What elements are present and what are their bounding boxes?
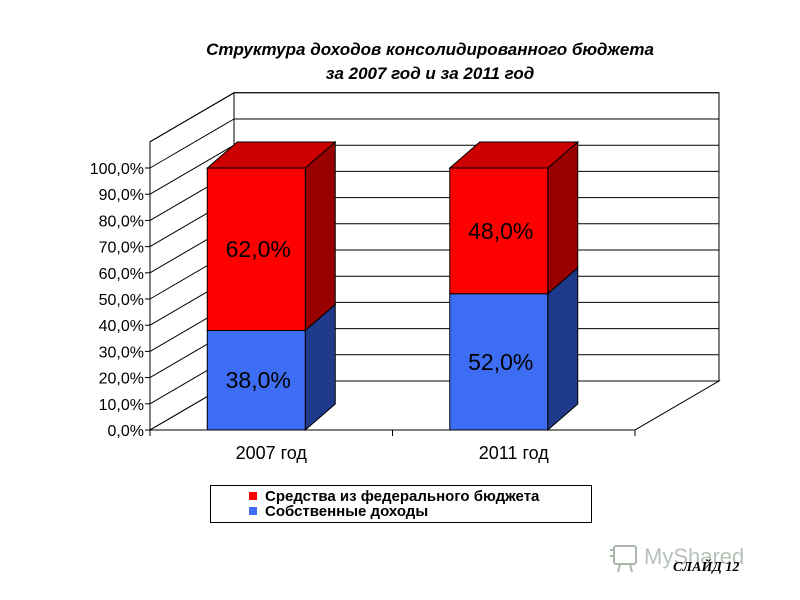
legend-label-own: Собственные доходы [265, 503, 429, 520]
legend-swatch-own [249, 507, 257, 515]
y-tick-label: 50,0% [99, 292, 144, 309]
y-tick-label: 0,0% [108, 423, 144, 440]
y-tick-label: 100,0% [90, 161, 144, 178]
y-tick-label: 20,0% [99, 371, 144, 388]
watermark-logo: MyShared [608, 540, 778, 576]
bar-federal-1 [206, 167, 306, 331]
legend-item-federal: Средства из федерального бюджета [249, 489, 539, 505]
legend-item-own: Собственные доходы [249, 504, 428, 520]
data-label: 62,0% [226, 236, 291, 262]
y-tick-label: 80,0% [99, 213, 144, 230]
bar-federal-2-side [547, 140, 579, 295]
bar-own-2-side [547, 266, 579, 432]
bar-federal-1-side [304, 140, 336, 332]
data-label: 48,0% [468, 218, 533, 244]
watermark-text: MyShared [644, 544, 744, 569]
slide-label: СЛАЙД 12 [673, 560, 740, 575]
bar-federal-2 [449, 167, 549, 295]
y-tick-label: 60,0% [99, 266, 144, 283]
chart-title-line-2: за 2007 год и за 2011 год [325, 64, 535, 83]
gridline-side [149, 144, 235, 195]
bar-own-2 [449, 293, 549, 431]
x-category-label: 2007 год [236, 443, 308, 463]
data-label: 38,0% [226, 367, 291, 393]
y-tick-label: 10,0% [99, 397, 144, 414]
chart-legend: Средства из федерального бюджета Собстве… [210, 485, 592, 523]
watermark-icon: MyShared [610, 544, 744, 573]
gridline-side [149, 118, 235, 169]
gridline-side [149, 92, 235, 143]
bar-own-1 [206, 329, 306, 431]
legend-swatch-federal [249, 492, 257, 500]
data-label: 52,0% [468, 349, 533, 375]
y-tick-label: 30,0% [99, 344, 144, 361]
y-tick-label: 40,0% [99, 318, 144, 335]
chart-title: Структура доходов консолидированного бюд… [0, 38, 800, 86]
chart-title-line-1: Структура доходов консолидированного бюд… [206, 40, 654, 59]
y-tick-label: 70,0% [99, 240, 144, 257]
y-tick-label: 90,0% [99, 187, 144, 204]
legend-label-federal: Средства из федерального бюджета [265, 488, 540, 505]
x-category-label: 2011 год [479, 443, 549, 463]
